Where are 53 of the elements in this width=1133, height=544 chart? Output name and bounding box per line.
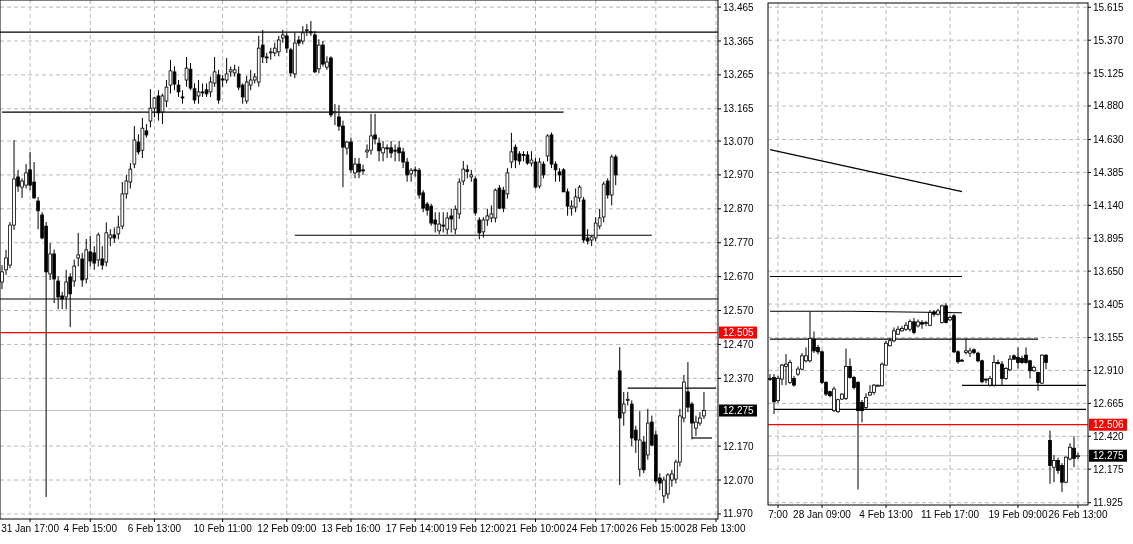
x-tick-label: 4 Feb 13:00 bbox=[859, 509, 914, 520]
y-tick-label: 12.570 bbox=[723, 305, 755, 317]
y-tick-label: 15.125 bbox=[1093, 67, 1125, 79]
ref-line-label: 12.275 bbox=[1093, 450, 1125, 462]
x-tick-label: 28 Feb 13:00 bbox=[686, 523, 746, 534]
x-tick-label: 13 Feb 16:00 bbox=[321, 523, 381, 534]
ref-line-label: 12.506 bbox=[1093, 419, 1125, 431]
y-tick-label: 12.970 bbox=[723, 169, 755, 181]
y-tick-label: 12.370 bbox=[723, 372, 755, 384]
y-tick-label: 12.870 bbox=[723, 203, 755, 215]
x-tick-label: 11 Feb 17:00 bbox=[920, 509, 980, 520]
x-tick-label: 4 Feb 15:00 bbox=[63, 523, 118, 534]
x-tick-label: 17 Feb 14:00 bbox=[385, 523, 446, 534]
ref-line-label: 12.505 bbox=[723, 327, 755, 339]
x-tick-label: 7:00 bbox=[768, 509, 789, 520]
y-tick-label: 13.365 bbox=[723, 35, 755, 47]
y-tick-label: 13.165 bbox=[723, 103, 755, 115]
ref-line-label: 12.275 bbox=[723, 405, 755, 417]
y-tick-label: 12.175 bbox=[1093, 463, 1125, 475]
y-tick-label: 12.910 bbox=[1093, 364, 1125, 376]
y-tick-label: 12.170 bbox=[723, 440, 755, 452]
x-tick-label: 24 Feb 17:00 bbox=[566, 523, 626, 534]
x-tick-label: 26 Feb 15:00 bbox=[626, 523, 686, 534]
y-tick-label: 13.155 bbox=[1093, 332, 1125, 344]
y-tick-label: 12.665 bbox=[1093, 397, 1125, 409]
x-tick-label: 19 Feb 09:00 bbox=[988, 509, 1048, 520]
y-tick-label: 13.265 bbox=[723, 69, 755, 81]
y-tick-label: 11.970 bbox=[723, 508, 754, 520]
y-tick-label: 14.385 bbox=[1093, 166, 1125, 178]
x-tick-label: 21 Feb 10:00 bbox=[506, 523, 566, 534]
y-tick-label: 14.630 bbox=[1093, 134, 1125, 146]
y-tick-label: 14.880 bbox=[1093, 100, 1125, 112]
x-tick-label: 26 Feb 13:00 bbox=[1048, 509, 1108, 520]
y-tick-label: 15.370 bbox=[1093, 34, 1125, 46]
x-tick-label: 10 Feb 11:00 bbox=[193, 523, 253, 534]
y-tick-label: 13.070 bbox=[723, 135, 755, 147]
y-tick-label: 13.405 bbox=[1093, 298, 1125, 310]
y-tick-label: 12.470 bbox=[723, 338, 755, 350]
y-tick-label: 11.925 bbox=[1093, 497, 1124, 509]
x-tick-label: 12 Feb 09:00 bbox=[257, 523, 317, 534]
x-tick-label: 28 Jan 09:00 bbox=[793, 509, 852, 520]
y-tick-label: 12.770 bbox=[723, 237, 755, 249]
y-tick-label: 12.070 bbox=[723, 474, 755, 486]
y-tick-label: 13.650 bbox=[1093, 265, 1125, 277]
x-tick-label: 6 Feb 13:00 bbox=[127, 523, 182, 534]
x-tick-label: 19 Feb 12:00 bbox=[445, 523, 506, 534]
y-tick-label: 12.670 bbox=[723, 271, 755, 283]
y-tick-label: 12.420 bbox=[1093, 430, 1125, 442]
y-tick-label: 14.140 bbox=[1093, 199, 1125, 211]
y-tick-label: 13.895 bbox=[1093, 232, 1125, 244]
y-tick-label: 13.465 bbox=[723, 1, 755, 13]
y-tick-label: 15.615 bbox=[1093, 1, 1125, 13]
x-tick-label: 31 Jan 17:00 bbox=[1, 523, 60, 534]
